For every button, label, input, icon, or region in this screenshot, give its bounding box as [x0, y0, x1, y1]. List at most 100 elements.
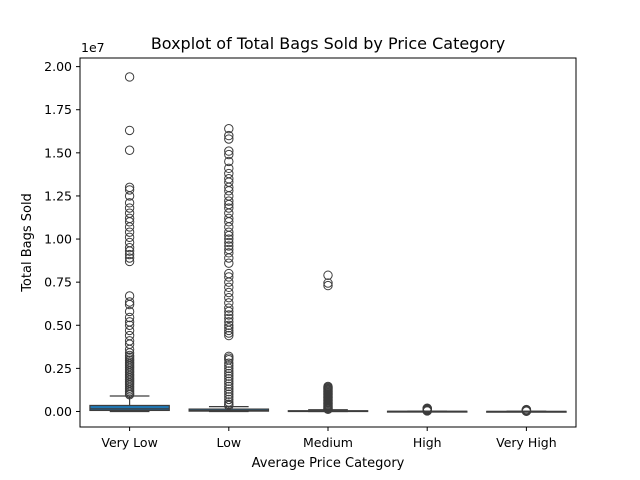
x-tick-label: Low — [216, 435, 241, 450]
outlier-point — [422, 406, 432, 416]
outlier-point — [224, 227, 234, 237]
outlier-point — [224, 156, 234, 167]
outlier-point — [224, 258, 234, 268]
outlier-point — [224, 320, 234, 330]
outlier-point — [224, 149, 234, 160]
outlier-point — [124, 185, 135, 195]
outlier-point — [224, 241, 234, 251]
outlier-point — [224, 381, 234, 392]
outlier-point — [124, 232, 135, 243]
y-tick-label: 0.25 — [44, 361, 72, 376]
outlier-point — [224, 358, 234, 368]
outlier-point — [124, 297, 135, 307]
x-axis-label: Average Price Category — [252, 456, 405, 471]
outlier-point — [124, 389, 135, 400]
outlier-point — [224, 292, 234, 303]
outlier-point — [124, 325, 135, 336]
outlier-point — [224, 325, 234, 336]
outlier-point — [224, 306, 234, 317]
outlier-point — [521, 406, 532, 416]
outlier-point — [224, 203, 234, 213]
outlier-point — [124, 222, 135, 232]
outlier-point — [224, 328, 234, 338]
outlier-point — [124, 249, 135, 260]
outlier-point — [224, 217, 234, 227]
outlier-point — [124, 246, 135, 256]
outlier-point — [224, 374, 234, 384]
outlier-point — [224, 379, 234, 389]
outlier-point — [124, 242, 135, 253]
x-tick-label: High — [413, 435, 442, 450]
outlier-point — [124, 72, 135, 82]
outlier-point — [224, 230, 234, 241]
outlier-point — [224, 134, 234, 144]
outlier-point — [224, 384, 234, 394]
outlier-point — [124, 306, 135, 317]
y-tick-label: 0.50 — [44, 318, 72, 333]
outlier-point — [323, 280, 333, 291]
outlier-point — [124, 198, 135, 208]
outlier-point — [224, 386, 234, 397]
outlier-point — [224, 130, 234, 141]
outlier-point — [224, 163, 234, 174]
outlier-point — [224, 394, 234, 405]
outlier-point — [224, 287, 234, 298]
outlier-point — [224, 253, 234, 263]
outlier-point — [224, 400, 234, 411]
outlier-point — [224, 234, 234, 244]
outlier-point — [323, 278, 333, 288]
outlier-point — [124, 125, 135, 136]
chart-title: Boxplot of Total Bags Sold by Price Cate… — [151, 34, 505, 53]
outlier-point — [224, 123, 234, 134]
outlier-point — [224, 361, 234, 371]
outlier-point — [224, 146, 234, 156]
y-tick-label: 2.00 — [44, 59, 72, 74]
box-iqr — [89, 404, 170, 412]
y-axis-label: Total Bags Sold — [20, 193, 35, 293]
outlier-point — [124, 145, 135, 155]
outlier-point — [323, 270, 333, 280]
outlier-point — [224, 313, 234, 324]
x-tick-label: Very High — [496, 435, 557, 450]
outlier-point — [224, 330, 234, 341]
y-tick-label: 0.75 — [44, 275, 72, 290]
y-tick-label: 1.50 — [44, 145, 72, 160]
y-tick-label: 1.25 — [44, 188, 72, 203]
outlier-point — [224, 366, 234, 376]
outlier-point — [124, 320, 135, 330]
outlier-point — [124, 191, 135, 201]
outlier-point — [224, 303, 234, 313]
y-tick-label: 1.75 — [44, 102, 72, 117]
outlier-point — [224, 376, 234, 387]
outlier-point — [224, 310, 234, 320]
plot-layer: 0.00 0.25 0.50 0.75 1.00 1.25 1.50 1.75 2.00 Very… — [44, 59, 567, 450]
outlier-point — [224, 272, 234, 282]
outlier-point — [224, 282, 234, 293]
y-axis-offset-label: 1e7 — [81, 40, 105, 55]
outlier-point — [224, 277, 234, 287]
outlier-point — [124, 253, 135, 263]
outlier-point — [224, 371, 234, 381]
y-tick-label: 0.00 — [44, 404, 72, 419]
outlier-point — [224, 186, 234, 196]
outlier-point — [124, 227, 135, 237]
outlier-point — [124, 217, 135, 227]
y-tick-label: 1.00 — [44, 232, 72, 247]
outlier-point — [224, 323, 234, 333]
outlier-point — [224, 368, 234, 379]
outlier-point — [224, 389, 234, 399]
outlier-point — [124, 256, 135, 267]
outlier-point — [224, 196, 234, 206]
x-tick-label: Very Low — [101, 435, 157, 450]
x-tick-label: Medium — [303, 435, 353, 450]
outlier-point — [124, 299, 135, 310]
outlier-point — [224, 248, 234, 258]
outlier-point — [323, 404, 333, 414]
outlier-point — [224, 363, 234, 374]
outlier-point — [224, 237, 234, 248]
outlier-point — [224, 397, 234, 407]
outlier-point — [124, 348, 135, 358]
outlier-point — [124, 203, 135, 213]
